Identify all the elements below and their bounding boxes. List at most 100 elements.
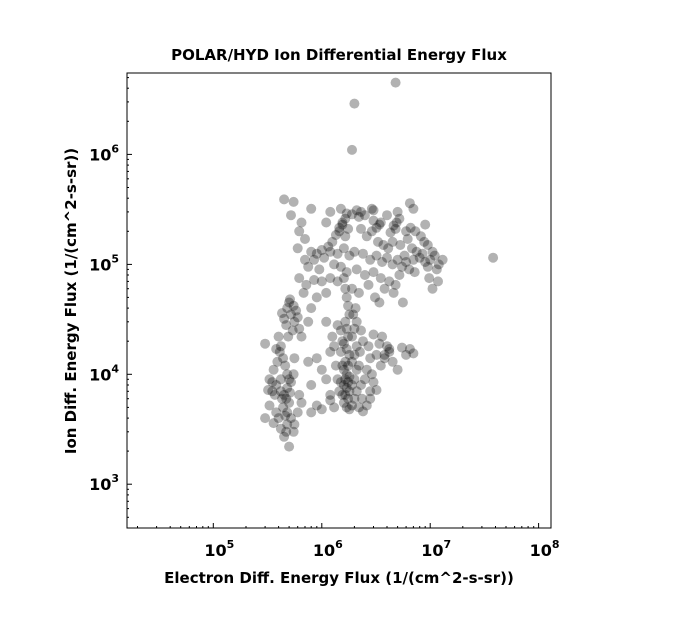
data-point: [334, 222, 345, 233]
data-point: [279, 313, 290, 324]
data-point: [341, 402, 352, 413]
data-point: [267, 386, 278, 397]
data-point: [325, 273, 336, 284]
data-point: [347, 283, 357, 294]
data-point: [341, 369, 352, 380]
data-point: [378, 240, 389, 250]
data-point: [401, 226, 412, 237]
data-point: [294, 273, 305, 284]
data-point: [365, 386, 376, 397]
y-tick-label: 104: [89, 362, 119, 384]
data-point: [374, 219, 385, 230]
data-point: [347, 400, 357, 411]
data-point: [334, 226, 345, 237]
data-point: [368, 329, 379, 340]
data-point: [353, 360, 364, 371]
data-point: [397, 261, 407, 272]
data-point: [377, 257, 388, 267]
data-point: [275, 341, 286, 352]
y-tick-label: 103: [89, 472, 119, 494]
data-point: [407, 243, 417, 254]
data-point: [306, 246, 317, 257]
data-point: [431, 264, 442, 275]
data-point: [282, 407, 293, 418]
data-point: [401, 257, 412, 267]
data-point: [388, 287, 399, 298]
data-point: [335, 261, 346, 272]
data-point: [384, 344, 395, 354]
data-point: [321, 316, 332, 327]
data-point: [427, 246, 438, 257]
data-point: [356, 223, 366, 234]
data-point: [292, 312, 303, 323]
data-point: [306, 203, 317, 214]
data-point: [301, 279, 312, 290]
data-point: [280, 410, 291, 421]
data-point: [288, 196, 299, 207]
data-point: [296, 217, 307, 228]
data-point: [384, 346, 395, 357]
data-point: [340, 283, 351, 294]
data-point: [281, 426, 292, 437]
data-point: [356, 206, 366, 217]
data-point: [358, 336, 368, 347]
data-point: [325, 395, 336, 406]
data-point: [359, 374, 370, 385]
data-point: [316, 245, 327, 255]
data-point: [365, 393, 376, 404]
data-point: [422, 240, 433, 250]
data-point: [341, 208, 352, 219]
data-point: [433, 259, 444, 270]
data-point: [375, 273, 386, 284]
data-point: [437, 254, 448, 265]
data-point: [340, 389, 351, 400]
x-tick-label: 108: [530, 538, 560, 560]
data-point: [327, 236, 338, 247]
data-point: [395, 240, 406, 250]
y-tick-label: 106: [89, 142, 119, 164]
data-point: [277, 308, 287, 319]
data-point: [394, 270, 405, 280]
data-point: [340, 374, 351, 385]
data-point: [286, 210, 296, 221]
data-point: [282, 383, 293, 393]
data-point: [401, 349, 412, 360]
data-point: [311, 292, 322, 303]
data-point: [332, 320, 343, 331]
data-point: [408, 348, 419, 359]
data-point: [325, 389, 336, 400]
data-point: [294, 323, 305, 334]
y-axis-label: Ion Diff. Energy Flux (1/(cm^2-s-sr)): [62, 148, 80, 454]
data-point: [269, 389, 280, 400]
data-point: [273, 413, 284, 424]
data-point: [267, 377, 278, 388]
data-point: [433, 276, 443, 287]
data-point: [337, 219, 348, 230]
data-point: [325, 206, 336, 217]
data-point: [278, 402, 289, 413]
data-point: [284, 397, 295, 408]
data-point: [405, 222, 416, 233]
data-point: [286, 413, 296, 424]
data-point: [296, 397, 307, 408]
data-point: [344, 250, 355, 261]
data-point: [348, 309, 359, 320]
data-point: [343, 223, 354, 234]
data-point: [344, 349, 355, 360]
data-point: [379, 353, 390, 364]
data-point: [311, 248, 322, 259]
data-point: [292, 407, 303, 418]
data-point: [294, 389, 305, 400]
data-point: [282, 369, 293, 380]
data-point: [356, 380, 366, 390]
y-tick-label: 105: [89, 252, 119, 274]
data-point: [286, 309, 296, 320]
data-point: [264, 400, 275, 411]
data-point: [340, 316, 351, 327]
data-point: [343, 331, 354, 342]
data-point: [379, 283, 390, 294]
data-point: [411, 246, 422, 257]
data-point: [292, 243, 303, 254]
data-point: [374, 297, 385, 308]
data-point: [323, 241, 334, 252]
